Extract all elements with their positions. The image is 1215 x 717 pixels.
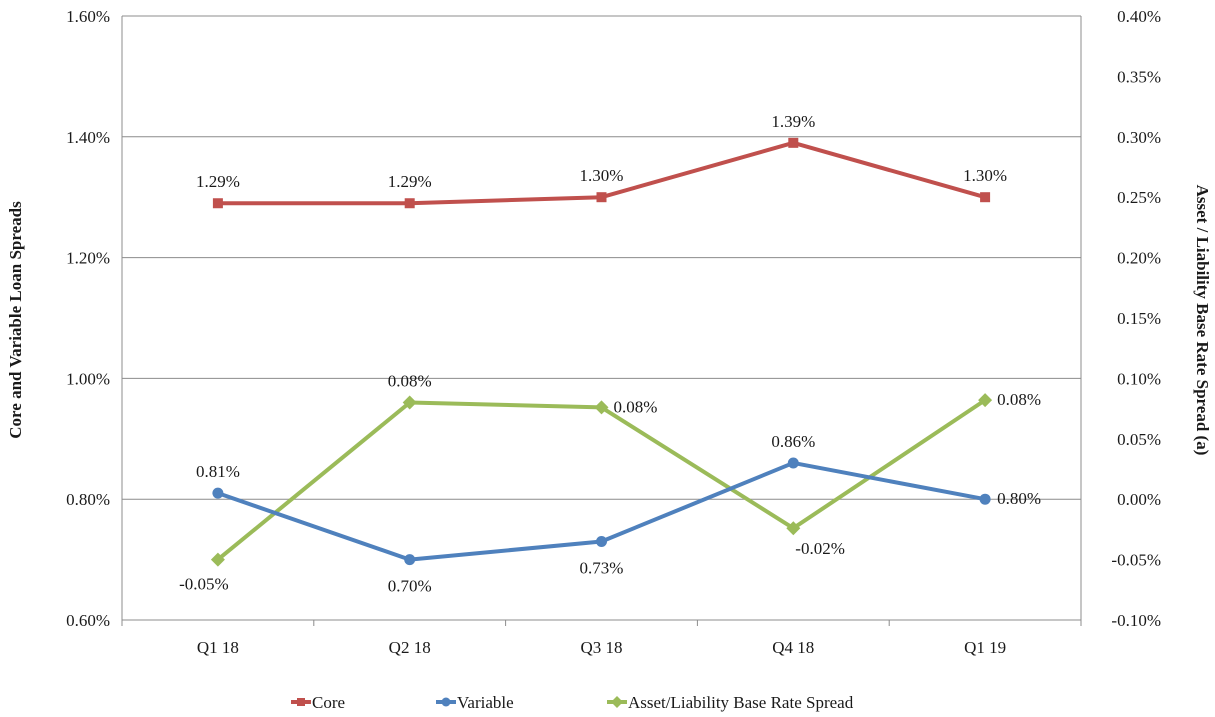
data-point xyxy=(297,698,305,706)
data-point xyxy=(596,535,607,547)
data-point xyxy=(980,192,991,203)
left-tick-label: 1.20% xyxy=(66,249,110,268)
data-point xyxy=(441,697,451,707)
data-point xyxy=(404,554,416,566)
data-point xyxy=(404,198,415,209)
right-tick-label: 0.25% xyxy=(1117,188,1161,207)
right-tick-label: 0.05% xyxy=(1117,430,1161,449)
right-tick-label: 0.20% xyxy=(1117,249,1161,268)
data-label: 0.70% xyxy=(388,577,432,596)
data-label: 1.29% xyxy=(196,172,240,191)
data-point xyxy=(212,198,223,209)
data-label: 0.08% xyxy=(997,390,1041,409)
category-label: Q2 18 xyxy=(389,638,431,657)
right-tick-label: 0.15% xyxy=(1117,309,1161,328)
right-tick-label: -0.10% xyxy=(1111,611,1161,630)
data-point xyxy=(979,493,991,505)
right-axis-ticks: -0.10% -0.05% 0.00% 0.05% 0.10% 0.15% 0.20% 0.2… xyxy=(1111,7,1161,630)
right-tick-label: 0.40% xyxy=(1117,7,1161,26)
left-axis-ticks: 0.60% 0.80% 1.00% 1.20% 1.40% 1.60% xyxy=(66,7,110,630)
left-tick-label: 0.60% xyxy=(66,611,110,630)
data-labels: -0.05% 0.08% 0.08% -0.02% 0.08% 0.81% 0.70% 0.7… xyxy=(179,112,1041,596)
left-axis-title: Core and Variable Loan Spreads xyxy=(6,201,25,439)
legend-label: Asset/Liability Base Rate Spread xyxy=(628,693,854,712)
plot-frame xyxy=(121,16,1082,626)
data-label: 0.80% xyxy=(997,489,1041,508)
data-point xyxy=(212,487,224,499)
category-label: Q3 18 xyxy=(580,638,622,657)
data-label: 0.73% xyxy=(580,558,624,577)
data-label: 0.86% xyxy=(771,432,815,451)
data-point xyxy=(594,400,609,415)
category-label: Q4 18 xyxy=(772,638,814,657)
series-line-asset-liability-base-rate-spread xyxy=(216,398,987,562)
data-label: -0.05% xyxy=(179,575,229,594)
data-point xyxy=(786,521,801,536)
category-label: Q1 18 xyxy=(197,638,239,657)
left-tick-label: 1.40% xyxy=(66,128,110,147)
data-label: -0.02% xyxy=(795,539,845,558)
data-point xyxy=(596,192,607,203)
data-point xyxy=(611,696,623,708)
left-tick-label: 1.60% xyxy=(66,7,110,26)
data-point xyxy=(978,393,993,408)
data-label: 0.08% xyxy=(388,372,432,391)
data-label: 1.30% xyxy=(580,166,624,185)
right-tick-label: 0.30% xyxy=(1117,128,1161,147)
legend-label: Variable xyxy=(457,693,514,712)
left-tick-label: 1.00% xyxy=(66,369,110,388)
data-point xyxy=(788,137,799,148)
legend: Core Variable Asset/Liability Base Rate Sp… xyxy=(291,693,854,712)
data-label: 0.81% xyxy=(196,462,240,481)
right-axis-title: Asset / Liability Base Rate Spread (a) xyxy=(1193,185,1212,456)
right-tick-label: -0.05% xyxy=(1111,551,1161,570)
series-lines xyxy=(210,137,993,567)
data-point xyxy=(210,552,225,567)
gridlines xyxy=(122,15,1081,621)
data-label: 1.39% xyxy=(771,112,815,131)
data-label: 0.08% xyxy=(614,397,658,416)
left-tick-label: 0.80% xyxy=(66,490,110,509)
data-label: 1.30% xyxy=(963,166,1007,185)
data-point xyxy=(787,457,799,469)
right-tick-label: 0.10% xyxy=(1117,369,1161,388)
data-point xyxy=(402,395,417,410)
category-label: Q1 19 xyxy=(964,638,1006,657)
legend-label: Core xyxy=(312,693,345,712)
category-ticks: Q1 18 Q2 18 Q3 18 Q4 18 Q1 19 xyxy=(197,638,1006,657)
data-label: 1.29% xyxy=(388,172,432,191)
right-tick-label: 0.35% xyxy=(1117,67,1161,86)
right-tick-label: 0.00% xyxy=(1117,490,1161,509)
